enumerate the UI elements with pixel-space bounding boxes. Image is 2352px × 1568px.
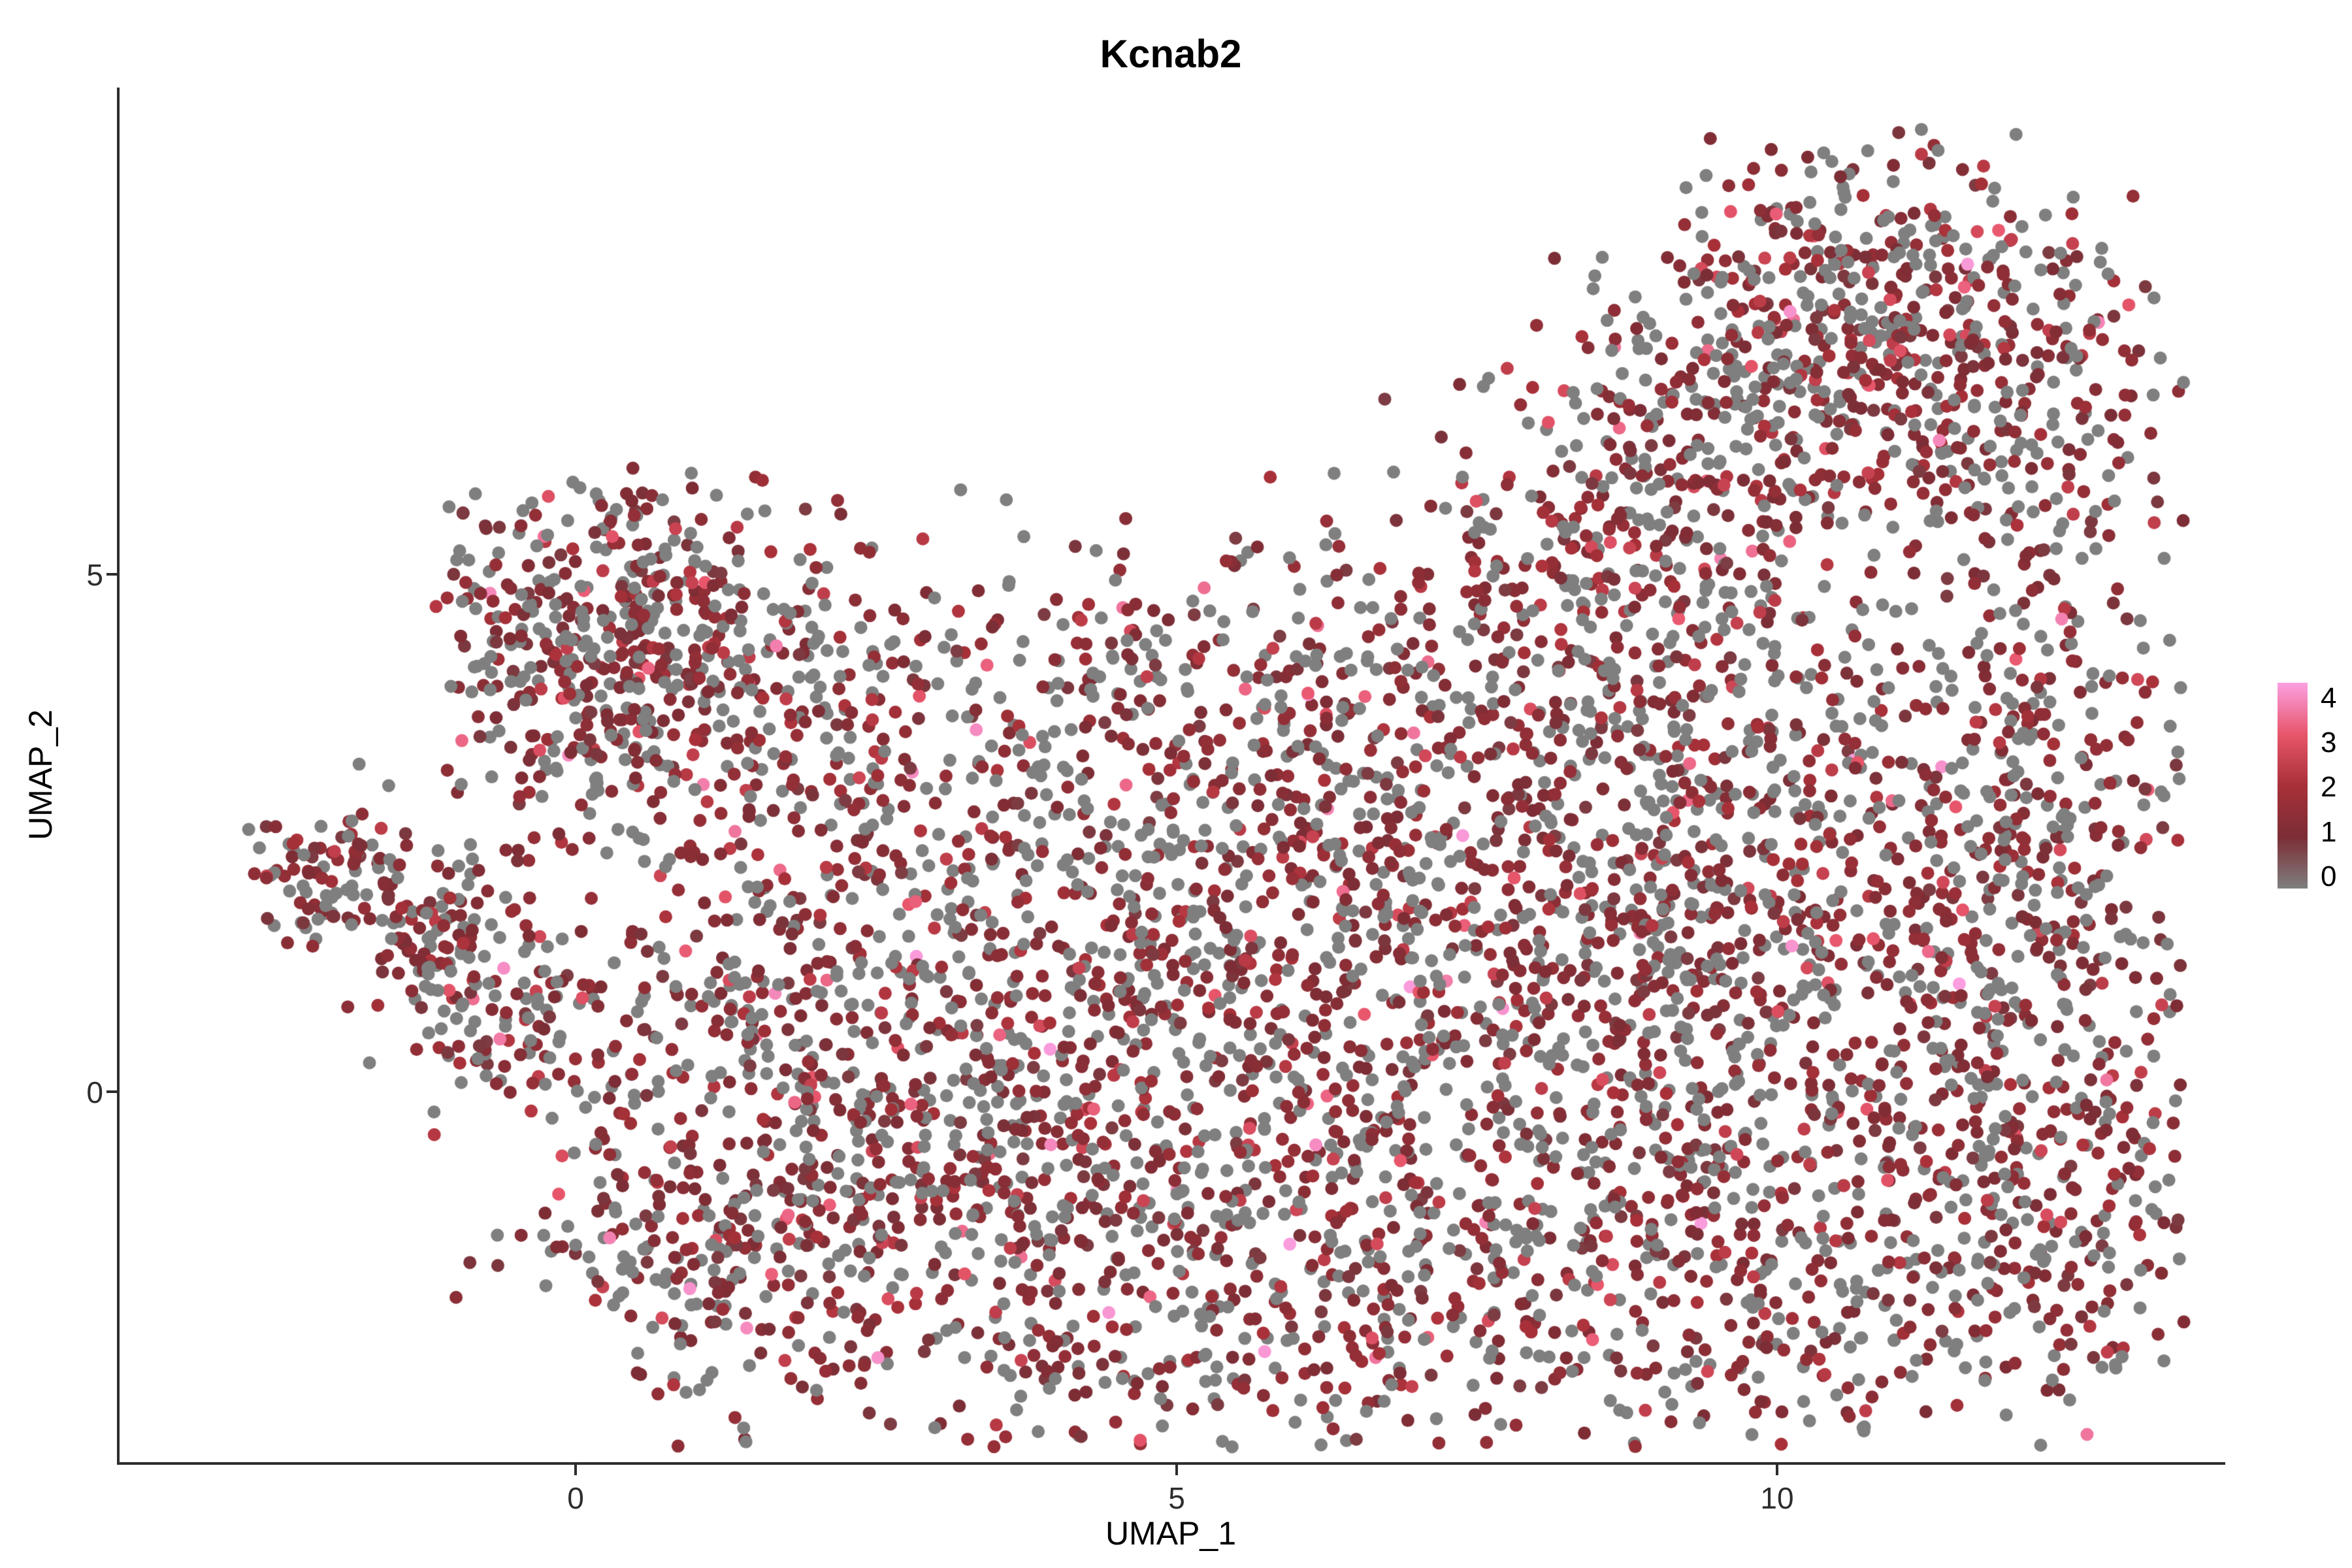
colorbar-tick-label: 2: [2321, 771, 2337, 803]
x-tick-label: 0: [567, 1481, 584, 1515]
x-tick-mark: [574, 1465, 577, 1475]
colorbar-gradient: [2278, 683, 2308, 889]
y-axis-title: UMAP_2: [22, 709, 59, 841]
y-tick-label: 5: [86, 558, 103, 592]
colorbar-tick-label: 4: [2321, 682, 2337, 714]
x-axis-line: [117, 1462, 2225, 1465]
y-tick-mark: [106, 1090, 117, 1093]
colorbar-tick-label: 3: [2321, 727, 2337, 759]
scatter-canvas: [119, 88, 2223, 1462]
y-tick-label: 0: [86, 1075, 103, 1109]
x-axis-title: UMAP_1: [1105, 1515, 1237, 1552]
y-axis-line: [117, 88, 120, 1465]
colorbar-tick-label: 0: [2321, 860, 2337, 892]
chart-title: Kcnab2: [1100, 32, 1242, 76]
colorbar-tick-label: 1: [2321, 816, 2337, 848]
y-tick-mark: [106, 573, 117, 576]
x-tick-label: 5: [1168, 1481, 1185, 1515]
x-tick-label: 10: [1760, 1481, 1794, 1515]
x-tick-mark: [1776, 1465, 1778, 1475]
x-tick-mark: [1175, 1465, 1178, 1475]
